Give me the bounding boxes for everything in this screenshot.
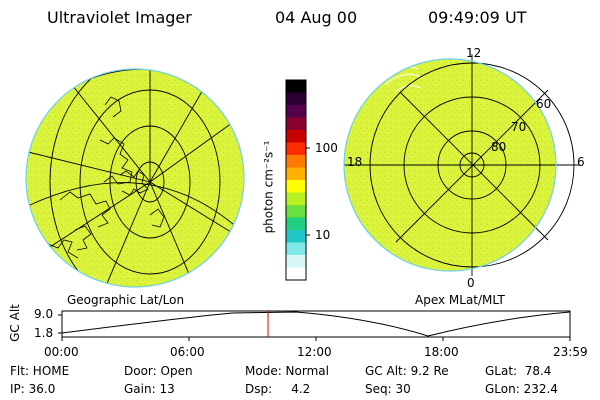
mlt-label-6: 6 (577, 155, 585, 169)
altitude-xtick-0600: 06:00 (170, 345, 205, 359)
colorbar-segment (286, 217, 306, 231)
altitude-ytick-low: 1.8 (34, 326, 54, 340)
geographic-rim (25, 68, 245, 288)
mlt-label-0: 0 (467, 276, 475, 290)
colorbar-frame (285, 79, 307, 281)
colorbar-segment (286, 155, 306, 168)
colorbar-segment (286, 192, 306, 206)
colorbar-segment (286, 242, 306, 256)
mlat-label-80: 80 (491, 140, 507, 154)
apex-image (343, 54, 580, 276)
colorbar-segment (286, 267, 306, 281)
colorbar-segment (286, 205, 306, 218)
altitude-ylabel: GC Alt (7, 304, 22, 342)
colorbar-segment (286, 142, 306, 156)
mlt-label-12: 12 (466, 46, 482, 60)
colorbar-tick-100: 100 (315, 141, 338, 155)
dsp-info: Dsp: 4.2 (245, 382, 311, 396)
door-info: Door: Open (124, 364, 193, 378)
filter-info: Flt: HOME (10, 364, 70, 378)
mlat-label-60: 60 (536, 97, 552, 111)
seq-info: Seq: 30 (365, 382, 411, 396)
colorbar-segment (286, 92, 306, 106)
apex-graticule (344, 54, 580, 276)
gc-alt-info: GC Alt: 9.2 Re (365, 364, 449, 378)
altitude-plot (58, 310, 571, 341)
mode-info: Mode: Normal (245, 364, 329, 378)
colorbar-segment (286, 167, 306, 181)
altitude-xtick-2359: 23:59 (553, 345, 588, 359)
altitude-ytick-high: 9.0 (34, 307, 54, 321)
altitude-xtick-1800: 18:00 (424, 345, 459, 359)
apex-rim (343, 58, 557, 272)
glon-info: GLon: 232.4 (485, 382, 558, 396)
geographic-image (25, 68, 245, 288)
colorbar (285, 79, 310, 281)
mlat-label-70: 70 (511, 120, 527, 134)
colorbar-segment (286, 180, 306, 193)
altitude-xtick-0000: 00:00 (44, 345, 79, 359)
ip-info: IP: 36.0 (10, 382, 56, 396)
apex-label: Apex MLat/MLT (415, 293, 505, 307)
colorbar-segment (286, 255, 306, 268)
time-label: 09:49:09 UT (428, 8, 527, 27)
altitude-xtick-1200: 12:00 (297, 345, 332, 359)
altitude-curve (61, 311, 571, 337)
glat-info: GLat: 78.4 (485, 364, 552, 378)
colorbar-tick-10: 10 (315, 228, 331, 242)
colorbar-segment (286, 130, 306, 143)
date-label: 04 Aug 00 (275, 8, 358, 27)
geographic-label: Geographic Lat/Lon (67, 293, 185, 307)
gain-info: Gain: 13 (124, 382, 175, 396)
colorbar-segment (286, 230, 306, 243)
colorbar-segment (286, 105, 306, 118)
instrument-title: Ultraviolet Imager (47, 8, 192, 27)
colorbar-unit-label: photon cm⁻²s⁻¹ (261, 140, 276, 234)
colorbar-segment (286, 117, 306, 131)
colorbar-segment (286, 80, 306, 93)
mlt-label-18: 18 (347, 155, 363, 169)
